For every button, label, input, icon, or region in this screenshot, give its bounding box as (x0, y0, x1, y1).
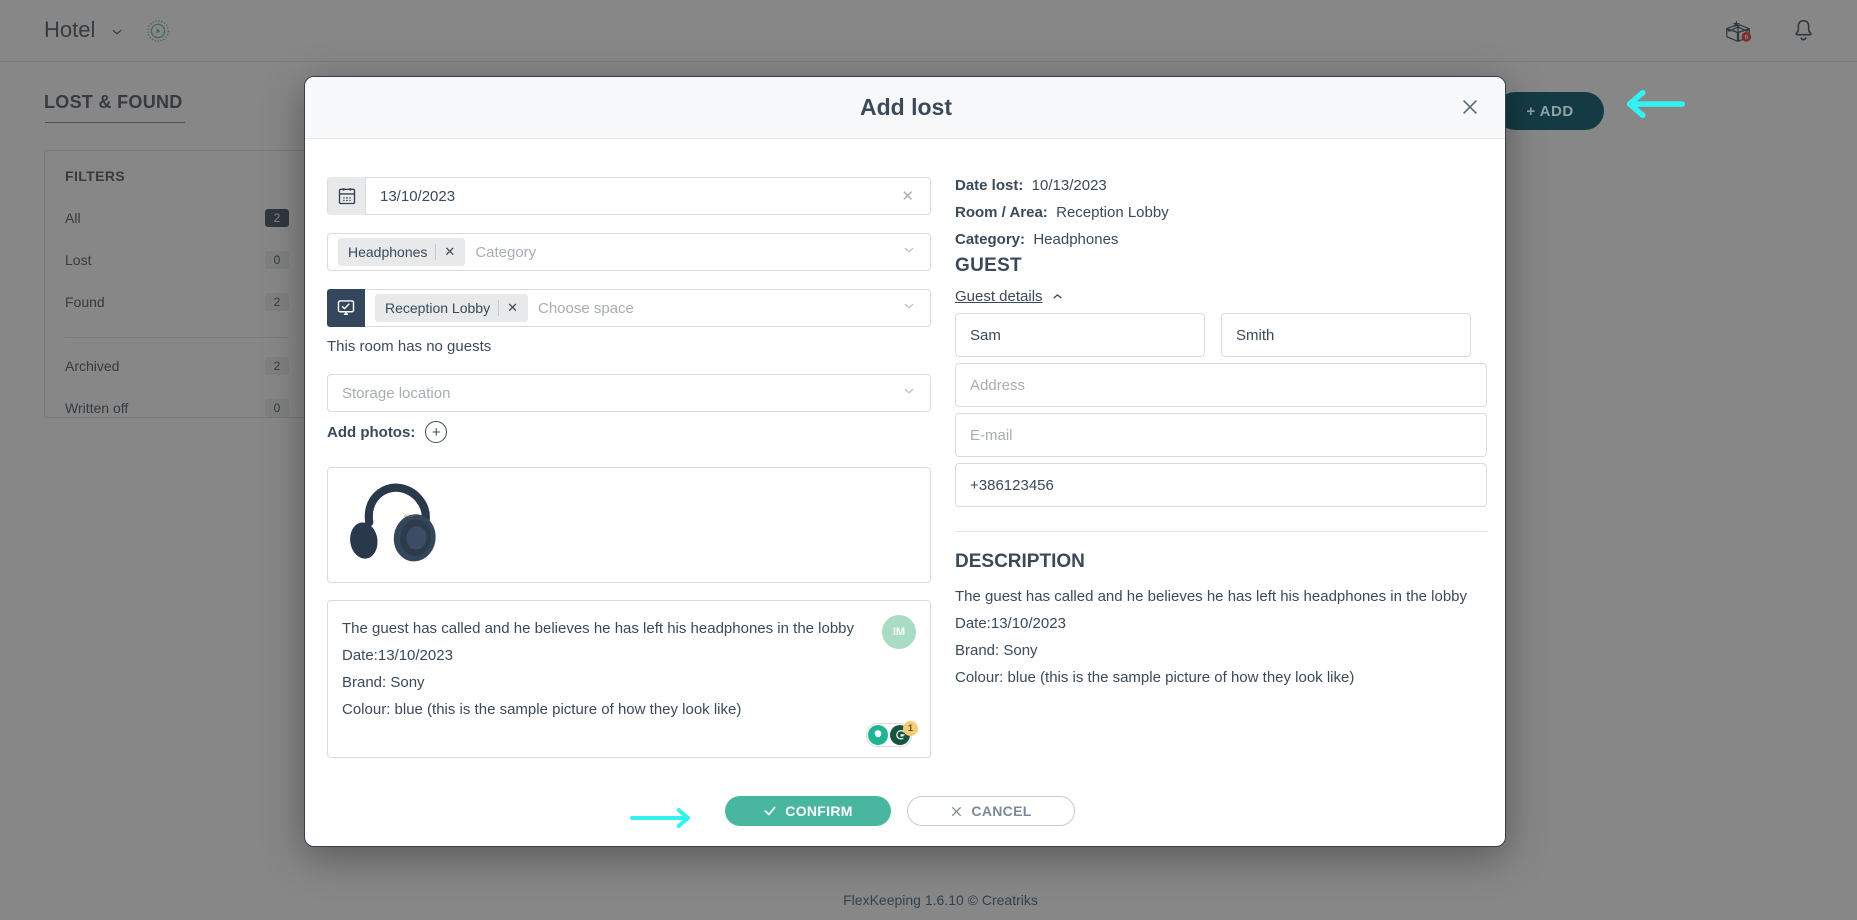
svg-text:SONY: SONY (404, 514, 415, 518)
